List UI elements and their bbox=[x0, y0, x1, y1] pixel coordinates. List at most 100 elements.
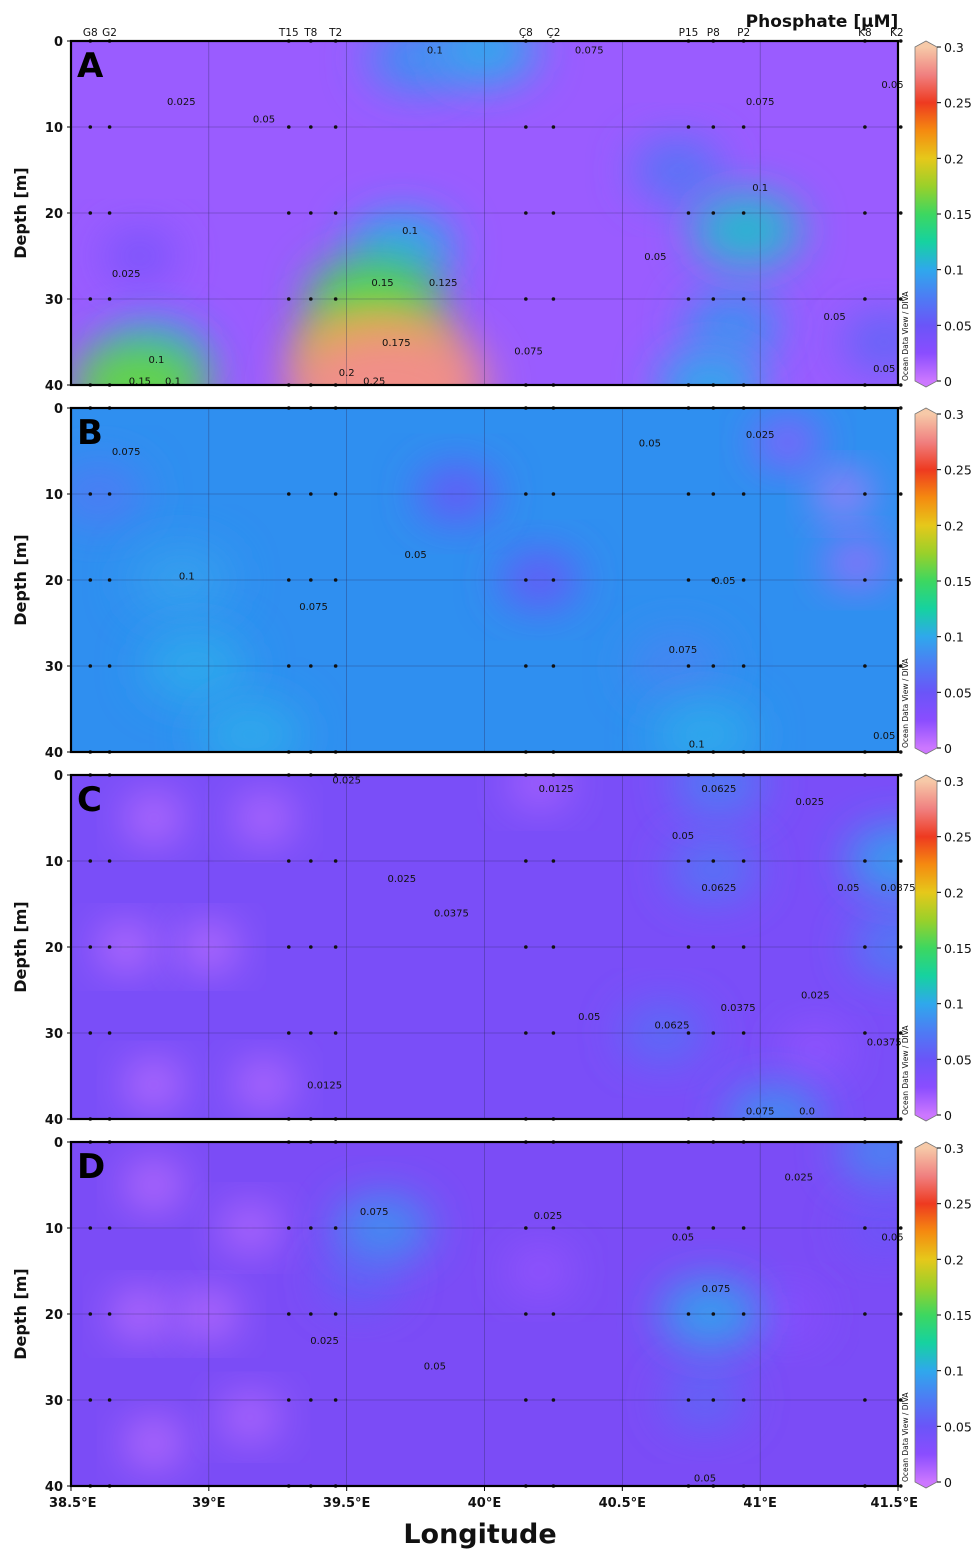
contour-label: 0.0625 bbox=[701, 784, 736, 795]
station-label: K2 bbox=[890, 27, 904, 39]
contour-label: 0.05 bbox=[881, 1233, 903, 1244]
sample-point bbox=[551, 578, 556, 582]
sample-point bbox=[741, 1226, 746, 1230]
colorbar-min-tip bbox=[915, 381, 937, 387]
sample-point bbox=[686, 1226, 691, 1230]
sample-point bbox=[333, 1398, 338, 1402]
sample-point bbox=[309, 211, 313, 215]
colorbar-tick-label: 0.1 bbox=[944, 1364, 964, 1379]
contour-label: 0.05 bbox=[823, 312, 845, 323]
contour-label: 0.1 bbox=[752, 183, 768, 194]
contour-label: 0.025 bbox=[746, 430, 775, 441]
sample-point bbox=[741, 297, 746, 301]
sample-point bbox=[551, 859, 556, 863]
watermark: Ocean Data View / DIVA bbox=[901, 1025, 910, 1115]
sample-point bbox=[686, 945, 691, 949]
panel-letter: C bbox=[77, 780, 102, 820]
sample-point bbox=[741, 1312, 746, 1316]
sample-point bbox=[524, 945, 528, 949]
watermark: Ocean Data View / DIVA bbox=[901, 658, 910, 748]
concentration-blob bbox=[842, 313, 898, 371]
colorbar-tick-label: 0.3 bbox=[944, 1141, 964, 1156]
sample-point bbox=[107, 211, 112, 215]
sample-point bbox=[286, 492, 291, 496]
sample-point bbox=[88, 945, 93, 949]
sample-point bbox=[333, 1226, 338, 1230]
sample-point bbox=[863, 211, 867, 215]
y-tick-label: 0 bbox=[54, 35, 63, 50]
colorbar-gradient bbox=[915, 1148, 937, 1482]
sample-point bbox=[898, 39, 903, 43]
colorbar-tick-label: 0.3 bbox=[944, 40, 964, 55]
contour-label: 0.0375 bbox=[867, 1038, 902, 1049]
sample-point bbox=[88, 492, 93, 496]
sample-point bbox=[686, 211, 691, 215]
sample-point bbox=[333, 578, 338, 582]
sample-point bbox=[898, 1117, 903, 1121]
sample-point bbox=[88, 297, 93, 301]
sample-point bbox=[524, 492, 528, 496]
contour-label: 0.05 bbox=[672, 831, 694, 842]
y-tick-label: 40 bbox=[45, 379, 63, 394]
contour-label: 0.0625 bbox=[701, 883, 736, 894]
contour-label: 0.075 bbox=[746, 1106, 775, 1117]
contour-label: 0.05 bbox=[694, 1473, 716, 1484]
contour-label: 0.2 bbox=[339, 368, 355, 379]
colorbar-max-tip bbox=[915, 775, 937, 781]
colorbar-gradient bbox=[915, 47, 937, 381]
sample-point bbox=[309, 578, 313, 582]
sample-point bbox=[524, 859, 528, 863]
concentration-blob bbox=[127, 798, 180, 838]
sample-point bbox=[286, 859, 291, 863]
x-axis: 38.5°E 39°E 39.5°E 40°E 40.5°E 41°E 41.5°E bbox=[49, 1486, 918, 1511]
y-tick-label: 0 bbox=[54, 769, 63, 784]
contour-label: 0.025 bbox=[534, 1211, 563, 1222]
y-axis: 0 10 20 30 40 Depth [m] bbox=[11, 35, 71, 394]
concentration-blob bbox=[511, 775, 569, 806]
contour-label: 0.0625 bbox=[654, 1020, 689, 1031]
contour-label: 0.075 bbox=[746, 97, 775, 108]
colorbar-title: Phosphate [µM] bbox=[746, 12, 899, 32]
sample-point bbox=[551, 664, 556, 668]
sample-point bbox=[863, 1031, 867, 1035]
sample-point bbox=[898, 125, 903, 129]
colorbar-tick-label: 0.2 bbox=[944, 518, 964, 533]
sample-point bbox=[711, 664, 716, 668]
sample-point bbox=[863, 1312, 867, 1316]
panel-c: 0.025 0.0125 0.0625 0.025 0.05 0.025 0.0625 0.0… bbox=[11, 769, 972, 1128]
y-tick-label: 20 bbox=[45, 1308, 63, 1323]
x-axis-label: Longitude bbox=[403, 1519, 556, 1550]
sample-point bbox=[286, 1398, 291, 1402]
concentration-blob bbox=[725, 1086, 823, 1119]
sample-point bbox=[686, 859, 691, 863]
panel-letter: B bbox=[77, 413, 103, 453]
sample-point bbox=[524, 664, 528, 668]
concentration-blob bbox=[691, 193, 801, 267]
sample-point bbox=[107, 1398, 112, 1402]
sample-point bbox=[741, 945, 746, 949]
concentration-blob bbox=[837, 1142, 898, 1183]
contour-label: 0.1 bbox=[165, 377, 181, 388]
sample-point bbox=[863, 945, 867, 949]
contour-label: 0.075 bbox=[299, 602, 328, 613]
colorbar-tick-label: 0.1 bbox=[944, 630, 964, 645]
sample-point bbox=[524, 1031, 528, 1035]
sample-point bbox=[711, 297, 716, 301]
colorbar-tick-label: 0.25 bbox=[944, 96, 972, 111]
contour-label: 0.1 bbox=[402, 226, 418, 237]
contour-label: 0.025 bbox=[332, 775, 361, 786]
sample-point bbox=[898, 1312, 903, 1316]
sample-point bbox=[107, 1312, 112, 1316]
y-tick-label: 30 bbox=[45, 1394, 63, 1409]
y-tick-label: 0 bbox=[54, 402, 63, 417]
colorbar-tick-label: 0.15 bbox=[944, 941, 972, 956]
contour-label: 0.05 bbox=[404, 550, 426, 561]
sample-point bbox=[898, 1398, 903, 1402]
contour-label: 0.05 bbox=[873, 731, 895, 742]
sample-point bbox=[88, 1312, 93, 1316]
colorbar-tick-label: 0.15 bbox=[944, 574, 972, 589]
contour-labels: 0.025 0.075 0.025 0.05 0.05 0.075 0.025 0.05 0.0… bbox=[310, 1172, 903, 1484]
sample-point bbox=[286, 578, 291, 582]
sample-point bbox=[898, 945, 903, 949]
sample-point bbox=[898, 773, 903, 777]
